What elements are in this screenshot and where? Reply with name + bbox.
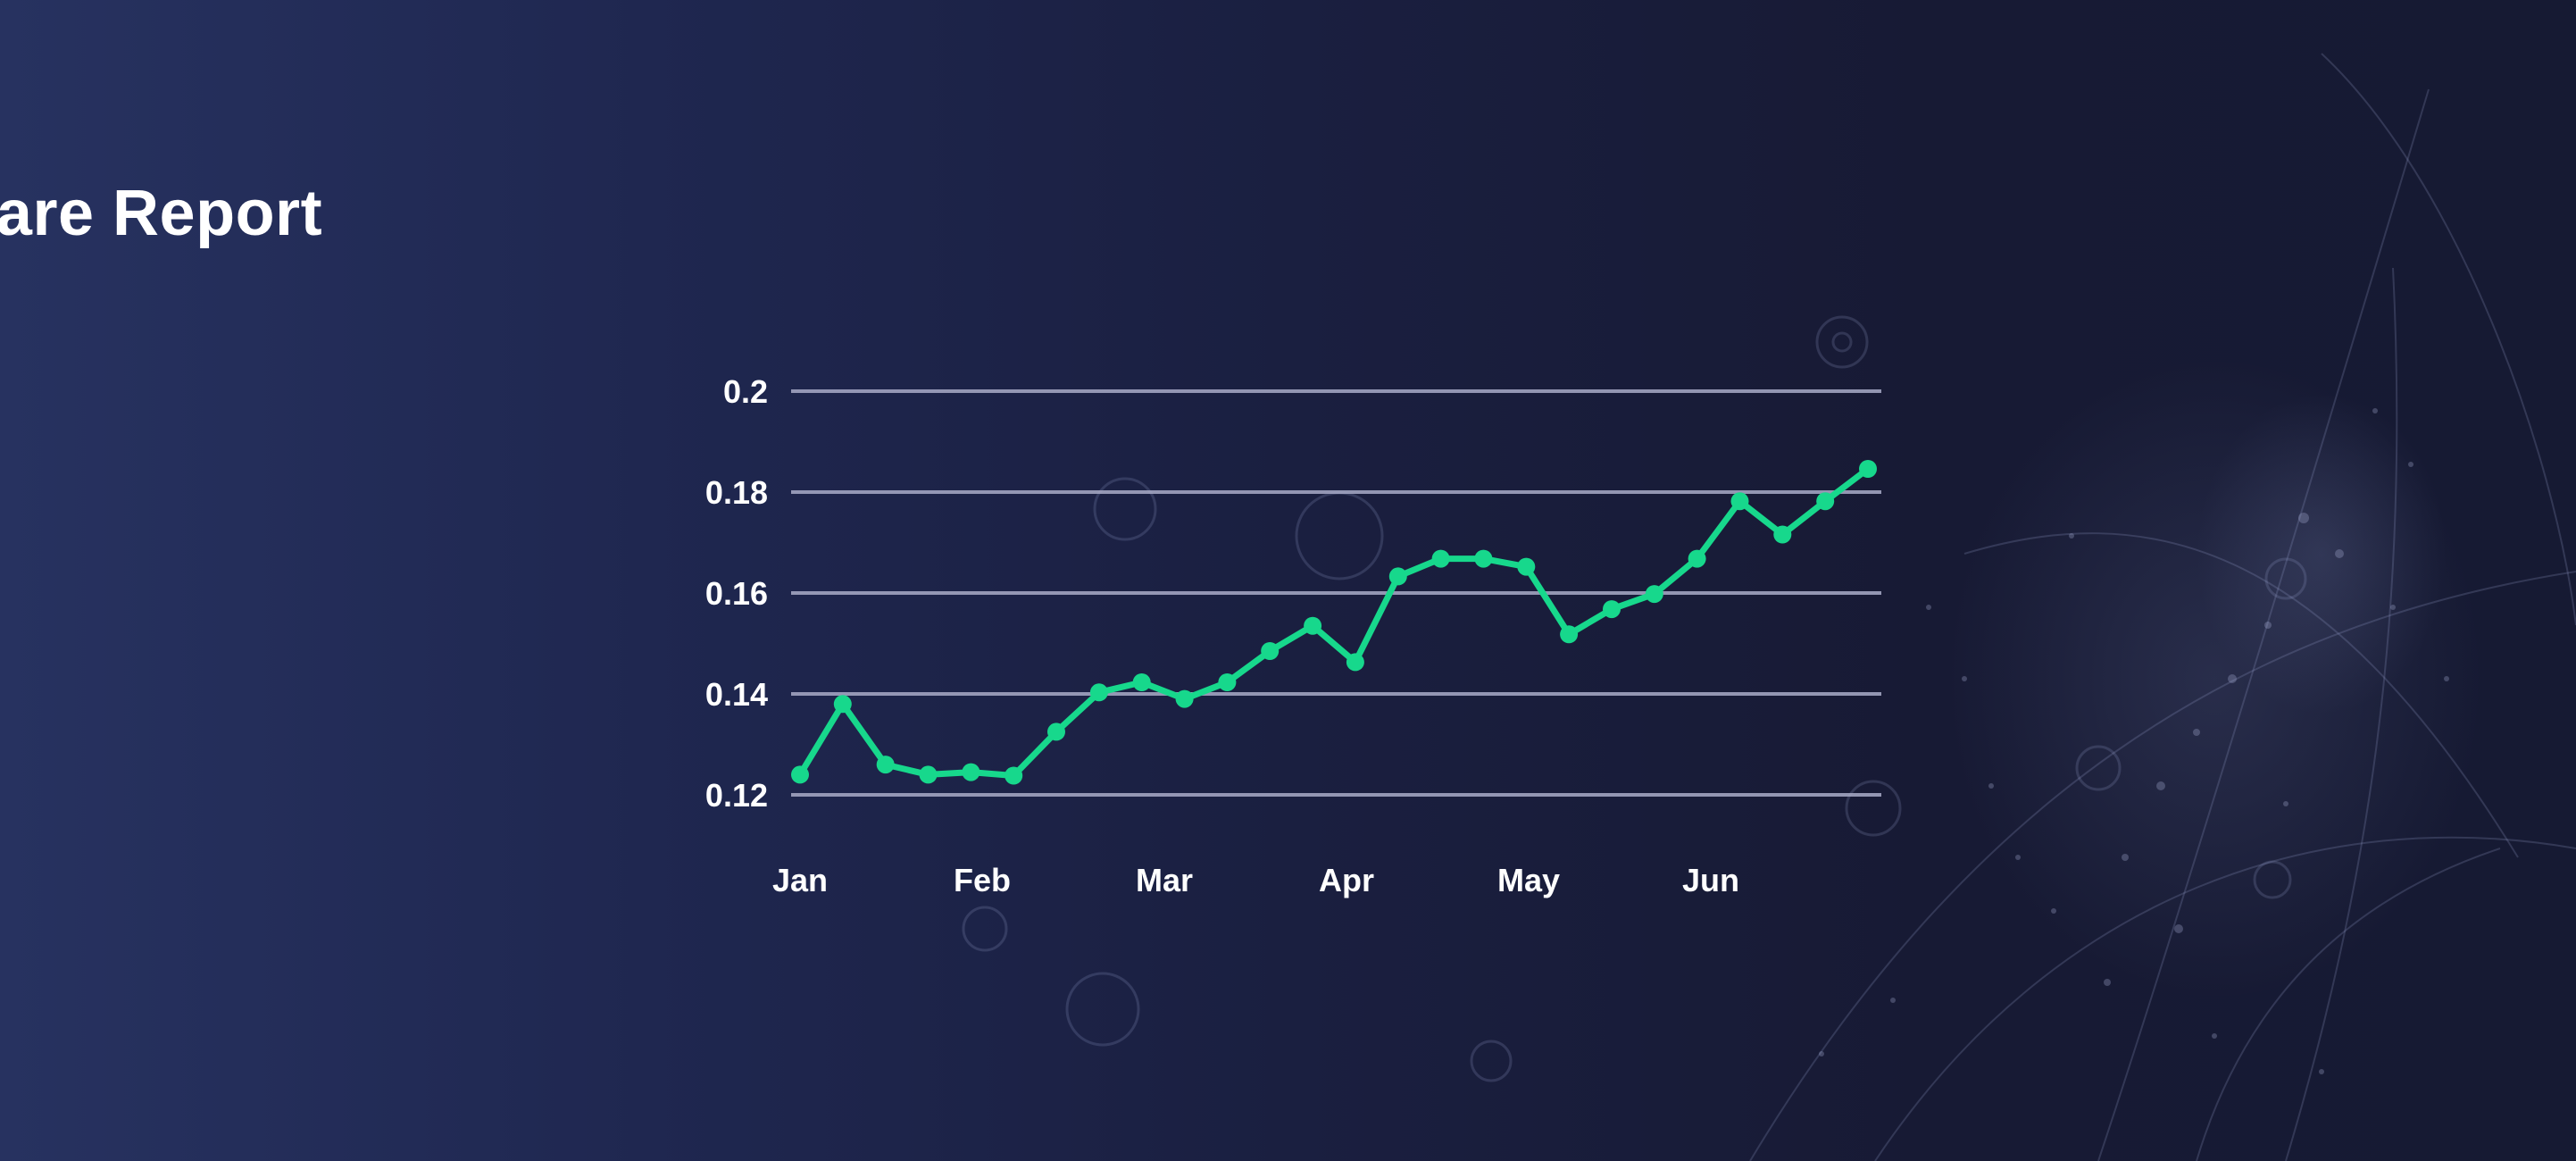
map-dots xyxy=(1819,408,2449,1074)
x-tick-label: Feb xyxy=(954,862,1011,898)
chart-title-text: Airfare Report xyxy=(0,178,323,249)
data-point xyxy=(1688,549,1706,568)
data-point xyxy=(1474,549,1493,568)
data-point xyxy=(1431,549,1450,568)
data-point xyxy=(876,756,895,774)
gridlines xyxy=(791,389,1881,797)
y-tick-label: 0.16 xyxy=(705,575,768,612)
series-group xyxy=(791,460,1877,785)
x-tick-label: Jan xyxy=(772,862,828,898)
data-point xyxy=(962,763,980,781)
data-point xyxy=(1175,689,1194,708)
x-axis-tick-labels: Jan Feb Mar Apr May Jun xyxy=(772,862,1739,898)
x-tick-label: Jun xyxy=(1682,862,1739,898)
data-point xyxy=(1304,616,1322,635)
data-point xyxy=(1859,460,1877,478)
data-point xyxy=(1005,766,1023,785)
x-tick-label: Mar xyxy=(1136,862,1193,898)
data-point xyxy=(833,695,852,714)
map-rings xyxy=(962,315,2307,1082)
series-line xyxy=(796,465,1872,779)
data-point xyxy=(1773,525,1792,544)
data-point xyxy=(1388,567,1407,586)
data-point xyxy=(1560,625,1579,644)
data-point xyxy=(919,765,938,784)
data-point xyxy=(1089,683,1108,702)
chart-title: Airfare Report xyxy=(0,177,2574,250)
data-point xyxy=(1603,600,1621,619)
data-point xyxy=(1816,492,1835,511)
map-glow xyxy=(1947,357,2482,1000)
x-tick-label: Apr xyxy=(1319,862,1374,898)
map-arcs xyxy=(1749,53,2576,1161)
y-tick-label: 0.18 xyxy=(705,474,768,511)
data-point xyxy=(1047,722,1065,741)
data-point xyxy=(1346,653,1364,672)
x-tick-label: May xyxy=(1497,862,1560,898)
data-point xyxy=(1645,585,1663,604)
y-tick-label: 0.14 xyxy=(705,676,768,713)
y-axis-tick-labels: 0.2 0.18 0.16 0.14 0.12 xyxy=(705,373,768,814)
data-point xyxy=(791,765,809,784)
y-tick-label: 0.2 xyxy=(723,373,768,410)
y-tick-label: 0.12 xyxy=(705,777,768,814)
data-point xyxy=(1218,673,1237,691)
data-point xyxy=(1132,673,1151,691)
data-point xyxy=(1261,642,1280,660)
data-point xyxy=(1730,492,1749,511)
data-point xyxy=(1517,557,1536,576)
